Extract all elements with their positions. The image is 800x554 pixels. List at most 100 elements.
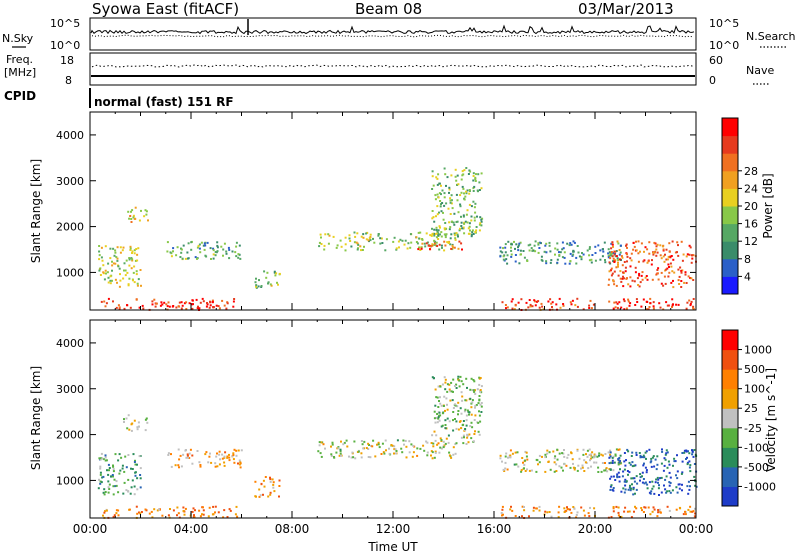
velocity-echo-cell xyxy=(499,457,502,460)
power-echo-cell xyxy=(670,255,673,257)
velocity-echo-cell xyxy=(208,506,211,509)
power-echo-cell xyxy=(648,306,651,308)
velocity-echo-cell xyxy=(99,465,102,468)
velocity-echo-cell xyxy=(185,449,187,451)
power-echo-cell xyxy=(105,302,108,305)
power-echo-cell xyxy=(656,243,659,246)
velocity-echo-cell xyxy=(617,514,620,517)
power-echo-cell xyxy=(131,258,134,261)
velocity-echo-cell xyxy=(104,454,107,457)
velocity-colorbar-swatch xyxy=(722,330,738,351)
power-echo-cell xyxy=(626,246,628,249)
power-echo-cell xyxy=(432,184,435,187)
power-echo-cell xyxy=(517,249,520,252)
power-echo-cell xyxy=(365,238,368,241)
power-echo-cell xyxy=(443,192,446,195)
velocity-echo-cell xyxy=(469,425,472,428)
velocity-echo-cell xyxy=(661,448,663,451)
velocity-echo-cell xyxy=(635,507,638,510)
velocity-echo-cell xyxy=(100,452,103,455)
power-echo-cell xyxy=(118,306,121,309)
power-echo-cell xyxy=(144,209,147,212)
velocity-echo-cell xyxy=(657,481,659,484)
velocity-echo-cell xyxy=(523,509,526,512)
power-colorbar-swatch xyxy=(722,135,738,154)
velocity-echo-cell xyxy=(557,511,560,514)
power-echo-cell xyxy=(132,216,135,219)
velocity-colorbar-swatch xyxy=(722,388,738,409)
power-echo-cell xyxy=(506,254,509,257)
power-echo-cell xyxy=(114,278,117,281)
velocity-echo-cell xyxy=(560,466,563,469)
velocity-echo-cell xyxy=(133,461,136,463)
power-echo-cell xyxy=(680,240,683,243)
power-echo-cell xyxy=(332,235,335,238)
velocity-echo-cell xyxy=(204,453,207,456)
velocity-colorbar-swatch xyxy=(722,466,738,487)
power-echo-cell xyxy=(480,224,483,227)
velocity-echo-cell xyxy=(522,461,524,464)
power-echo-cell xyxy=(128,277,131,280)
velocity-echo-cell xyxy=(395,450,398,452)
x-axis-tick-labels: 00:00 04:00 08:00 12:00 16:00 20:00 00:00 xyxy=(73,522,714,536)
power-echo-cell xyxy=(563,256,566,259)
power-echo-cell xyxy=(435,241,438,244)
velocity-echo-cell xyxy=(151,516,154,519)
velocity-echo-cell xyxy=(464,399,467,402)
power-echo-cell xyxy=(572,250,575,253)
power-echo-cell xyxy=(662,248,665,251)
power-echo-cell xyxy=(655,245,658,248)
power-echo-cell xyxy=(680,269,683,272)
power-echo-cell xyxy=(116,259,119,262)
power-echo-cell xyxy=(688,244,691,247)
power-echo-cell xyxy=(217,305,220,308)
velocity-echo-cell xyxy=(612,506,615,508)
power-echo-cell xyxy=(612,279,615,282)
velocity-echo-cell xyxy=(610,475,613,478)
power-echo-cell xyxy=(465,192,468,195)
velocity-echo-cell xyxy=(107,491,110,494)
velocity-echo-cell xyxy=(580,467,582,470)
power-echo-cell xyxy=(607,256,610,259)
power-echo-cell xyxy=(439,233,441,236)
power-echo-cell xyxy=(613,260,616,263)
velocity-echo-cell xyxy=(515,463,518,466)
velocity-echo-cell xyxy=(97,487,100,490)
power-echo-cell xyxy=(688,299,691,302)
power-echo-cell xyxy=(441,189,444,192)
power-echo-cell xyxy=(436,230,439,233)
velocity-echo-cell xyxy=(590,454,593,457)
power-echo-cell xyxy=(627,283,630,286)
power-echo-cell xyxy=(655,254,658,257)
x-tick-label: 00:00 xyxy=(679,522,714,536)
power-echo-cell xyxy=(435,232,438,235)
velocity-echo-cell xyxy=(278,485,281,487)
power-echo-cell xyxy=(454,237,457,240)
velocity-echo-cell xyxy=(254,480,257,483)
velocity-echo-cell xyxy=(107,480,110,483)
power-echo-cell xyxy=(443,233,446,236)
velocity-echo-cell xyxy=(588,454,591,456)
velocity-echo-cell xyxy=(436,413,439,415)
velocity-echo-cell xyxy=(272,486,275,489)
velocity-echo-cell xyxy=(461,399,464,402)
velocity-echo-cell xyxy=(330,455,333,457)
velocity-echo-cell xyxy=(664,488,667,491)
velocity-echo-cell xyxy=(644,506,647,509)
power-echo-cell xyxy=(686,301,689,304)
power-echo-cell xyxy=(541,305,544,308)
velocity-echo-cell xyxy=(471,426,474,429)
velocity-echo-cell xyxy=(504,455,507,458)
velocity-echo-cell xyxy=(460,391,463,394)
power-echo-cell xyxy=(559,306,562,309)
velocity-echo-cell xyxy=(223,464,226,467)
power-echo-cell xyxy=(613,250,616,253)
velocity-echo-cell xyxy=(432,445,435,448)
velocity-echo-cell xyxy=(586,455,589,458)
velocity-echo-cell xyxy=(653,508,656,511)
power-echo-cell xyxy=(590,261,593,264)
velocity-echo-cell xyxy=(367,456,370,458)
power-echo-cell xyxy=(478,229,481,232)
velocity-echo-cell xyxy=(439,446,442,449)
power-echo-cell xyxy=(180,251,183,254)
